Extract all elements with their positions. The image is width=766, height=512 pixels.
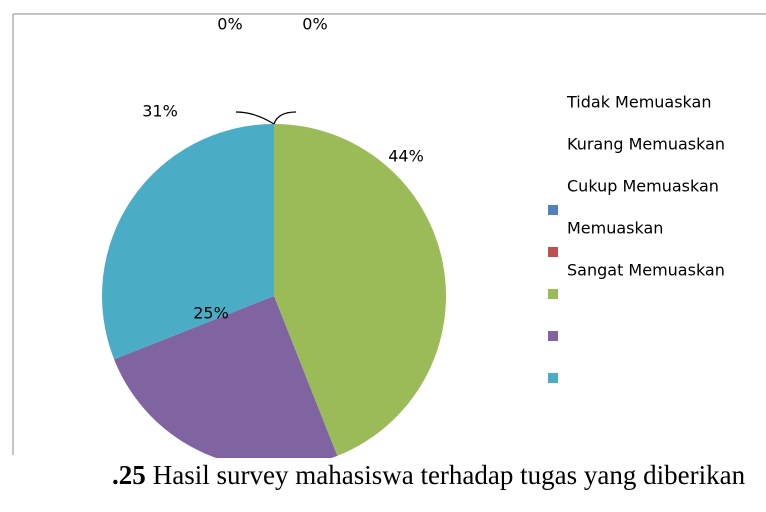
legend-swatch: [548, 247, 558, 257]
data-label: 0%: [217, 15, 242, 34]
legend-swatch: [548, 205, 558, 215]
frame: [12, 13, 766, 455]
legend-label: Sangat Memuaskan: [567, 261, 725, 280]
leader-lines: [235, 111, 297, 125]
legend-label: Tidak Memuaskan: [566, 93, 711, 112]
legend-label: Cukup Memuaskan: [567, 177, 719, 196]
legend-swatch: [548, 289, 558, 299]
pie-slice: [274, 124, 447, 456]
data-label: 0%: [302, 15, 327, 34]
legend-label: Kurang Memuaskan: [567, 135, 725, 154]
pie-slice: [114, 296, 338, 468]
data-label: 31%: [142, 102, 178, 121]
caption-text: Hasil survey mahasiswa terhadap tugas ya…: [153, 460, 746, 490]
pie-slice: [101, 124, 275, 360]
data-label: 25%: [193, 304, 229, 323]
data-label: 44%: [388, 147, 424, 166]
legend-label: Memuaskan: [567, 219, 663, 238]
caption: .25 Hasil survey mahasiswa terhadap tugas…: [112, 460, 746, 490]
caption-bg: [110, 458, 766, 498]
legend-swatch: [548, 331, 558, 341]
caption-number: .25: [112, 460, 146, 490]
legend-swatch: [548, 373, 558, 383]
